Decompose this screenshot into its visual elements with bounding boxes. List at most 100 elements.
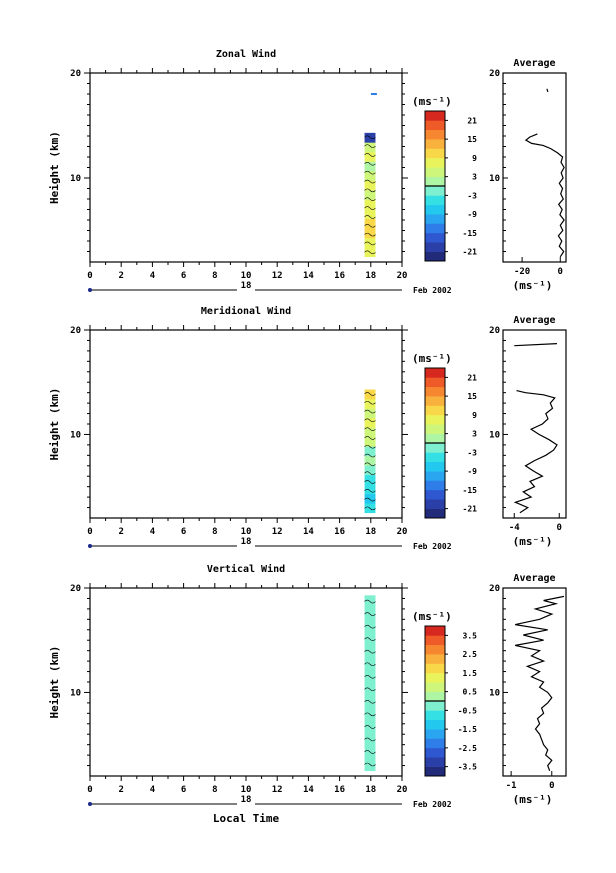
- colorbar-tick-label: 3: [472, 430, 477, 439]
- colorbar-segment: [425, 195, 445, 206]
- data-cell: [364, 417, 376, 428]
- x-tick-label: 4: [150, 271, 156, 281]
- profile-y-tick-label: 10: [489, 430, 500, 440]
- colorbar-segment: [425, 214, 445, 224]
- colorbar-segment: [425, 223, 445, 234]
- colorbar-segment: [425, 139, 445, 149]
- profile-frame: [502, 587, 567, 777]
- colorbar-tick-label: 15: [467, 135, 477, 144]
- x-tick-label: 18: [365, 271, 376, 281]
- data-cell: [364, 389, 376, 400]
- colorbar-tick-label: -0.5: [458, 706, 477, 715]
- x-tick-label: 18: [365, 527, 376, 537]
- data-cell: [364, 636, 376, 648]
- colorbar-segment: [425, 757, 445, 767]
- profile-y-tick-label: 20: [489, 584, 500, 594]
- x-tick-label: 20: [397, 527, 408, 537]
- colorbar-segment: [425, 691, 445, 702]
- colorbar-segment: [425, 111, 445, 121]
- date-label: Feb 2002: [413, 800, 452, 809]
- x-tick-label: 6: [181, 527, 186, 537]
- data-cell: [364, 719, 376, 730]
- colorbar-tick-label: -9: [467, 210, 477, 219]
- colorbar-segment: [425, 682, 445, 692]
- date-label: Feb 2002: [413, 542, 452, 551]
- y-tick-label: 20: [70, 326, 81, 336]
- data-cell: [364, 132, 376, 143]
- profile-y-tick-label: 10: [489, 174, 500, 184]
- x-tick-label: 10: [241, 527, 252, 537]
- colorbar-tick-label: 1.5: [463, 669, 478, 678]
- colorbar-segment: [425, 232, 445, 243]
- colorbar-segment: [425, 747, 445, 758]
- profile-title: Average: [513, 58, 555, 69]
- date-marker-bg: [237, 541, 255, 551]
- x-tick-label: 8: [212, 785, 217, 795]
- profile-y-tick-label: 20: [489, 326, 500, 336]
- colorbar-tick-label: 2.5: [463, 650, 478, 659]
- y-tick-label: 10: [70, 688, 81, 698]
- profile-x-tick-label: -20: [514, 267, 530, 277]
- plot-frame: [89, 329, 403, 519]
- data-cell: [364, 626, 376, 637]
- x-tick-label: 6: [181, 785, 186, 795]
- colorbar-tick-label: -21: [463, 248, 478, 257]
- colorbar-segment: [425, 738, 445, 749]
- colorbar-segment: [425, 701, 445, 711]
- data-cell: [364, 408, 376, 419]
- data-cell: [364, 698, 376, 710]
- colorbar-tick-label: 9: [472, 411, 477, 420]
- data-cell: [364, 190, 376, 200]
- profile-line: [524, 133, 565, 258]
- colorbar-segment: [425, 471, 445, 481]
- x-tick-label: 0: [87, 271, 92, 281]
- profile-line: [515, 595, 565, 772]
- plot-frame: [89, 72, 403, 263]
- colorbar-unit: (ms⁻¹): [412, 352, 452, 365]
- data-cell: [364, 739, 376, 751]
- colorbar-segment: [425, 405, 445, 416]
- colorbar-segment: [425, 663, 445, 674]
- colorbar-segment: [425, 242, 445, 252]
- colorbar-segment: [425, 635, 445, 646]
- colorbar-tick-label: -21: [463, 505, 478, 514]
- colorbar-segment: [425, 396, 445, 406]
- colorbar-segment: [425, 461, 445, 472]
- date-marker: 18: [241, 795, 252, 805]
- colorbar-tick-label: 21: [467, 116, 477, 125]
- y-axis-label: Height (km): [48, 131, 61, 204]
- colorbar-segment: [425, 499, 445, 509]
- x-tick-label: 16: [334, 527, 345, 537]
- colorbar-tick-label: 3.5: [463, 631, 478, 640]
- colorbar-segment: [425, 157, 445, 168]
- data-cell: [364, 688, 376, 699]
- y-axis-label: Height (km): [48, 388, 61, 461]
- data-cell: [364, 228, 376, 238]
- data-cell: [364, 750, 376, 761]
- data-cell: [364, 760, 376, 772]
- x-tick-label: 12: [272, 527, 283, 537]
- x-tick-label: 6: [181, 271, 186, 281]
- colorbar-tick-label: -3: [467, 191, 477, 200]
- colorbar-tick-label: -15: [463, 229, 478, 238]
- y-tick-label: 10: [70, 174, 81, 184]
- colorbar-segment: [425, 424, 445, 434]
- zero-contour: [364, 599, 376, 767]
- colorbar-segment: [425, 508, 445, 519]
- data-cell: [364, 677, 376, 689]
- data-cell: [364, 729, 376, 741]
- x-tick-label: 12: [272, 785, 283, 795]
- profile-line-segment: [514, 343, 558, 347]
- colorbar-segment: [425, 480, 445, 491]
- x-tick-label: 18: [365, 785, 376, 795]
- x-tick-label: 0: [87, 785, 92, 795]
- plot-frame: [89, 587, 403, 777]
- x-tick-label: 14: [303, 785, 314, 795]
- profile-x-label: (ms⁻¹): [513, 535, 553, 548]
- data-cell: [364, 605, 376, 617]
- data-cell: [364, 218, 376, 229]
- x-tick-label: 8: [212, 271, 217, 281]
- colorbar-segment: [425, 120, 445, 131]
- data-cell: [364, 667, 376, 679]
- profile-frame: [502, 72, 567, 263]
